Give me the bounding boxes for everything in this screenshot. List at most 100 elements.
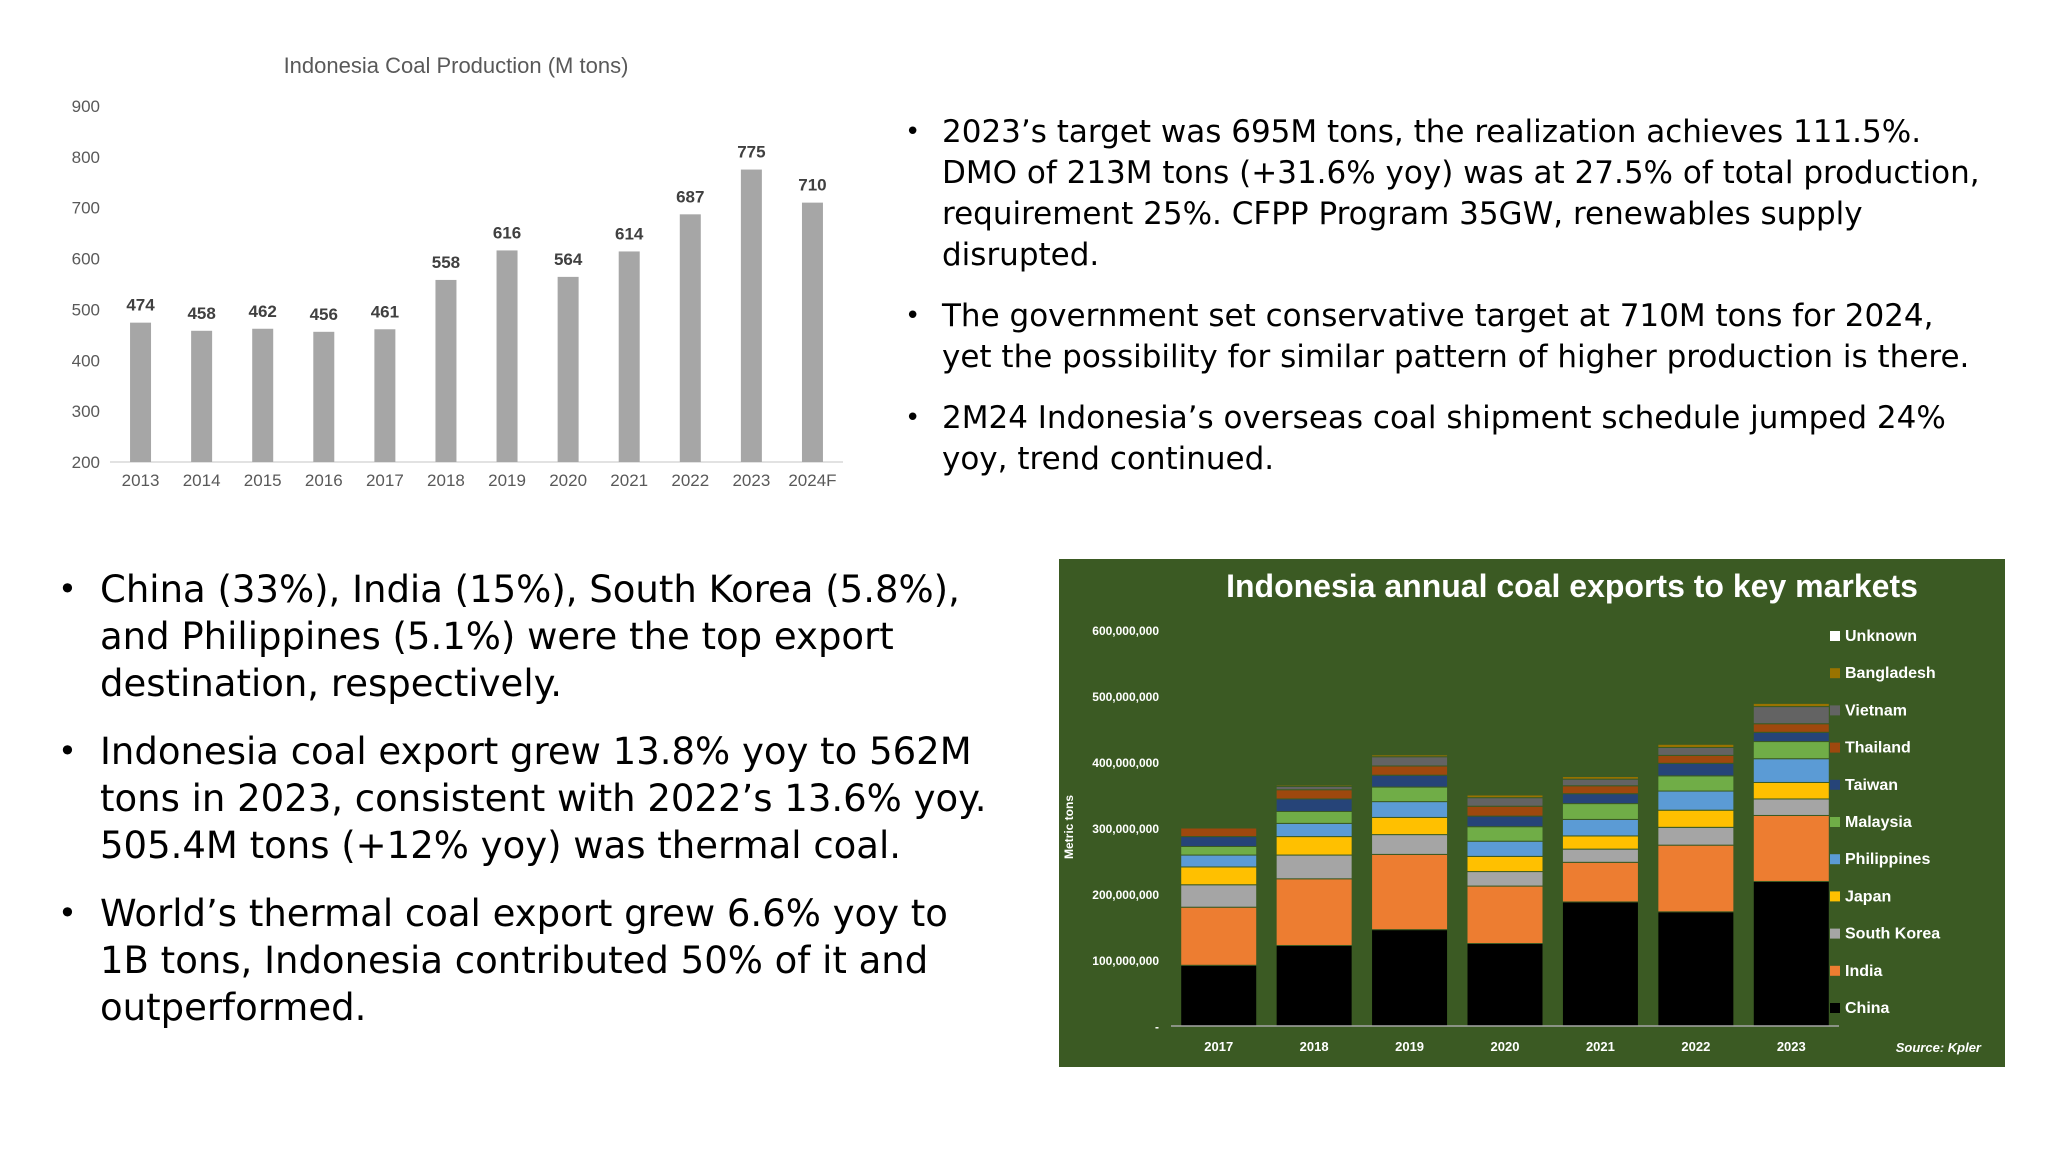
y-tick-label: 500 — [72, 300, 100, 319]
data-label: 474 — [126, 296, 155, 315]
production-bullets: 2023’s target was 695M tons, the realiza… — [905, 112, 1992, 500]
x-tick-label: 2020 — [1491, 1039, 1520, 1054]
stack-segment — [1561, 818, 1639, 837]
bar — [252, 328, 274, 462]
stack-segment — [1371, 765, 1449, 776]
stack-segment — [1466, 793, 1544, 796]
stack-segment — [1275, 854, 1353, 880]
bullet-item: 2023’s target was 695M tons, the realiza… — [905, 112, 1992, 276]
stack-segment — [1561, 775, 1639, 778]
x-tick-label: 2013 — [122, 471, 160, 490]
stack-segment — [1275, 944, 1353, 1027]
legend-label: Taiwan — [1845, 777, 1898, 794]
stack-segment — [1275, 784, 1353, 787]
legend-label: India — [1845, 963, 1882, 980]
stack-segment — [1466, 871, 1544, 887]
stack-segment — [1752, 880, 1830, 1027]
data-label: 687 — [676, 187, 704, 206]
bar — [740, 169, 762, 463]
stack-segment — [1180, 866, 1258, 886]
stack-segment — [1657, 743, 1735, 745]
stack-segment — [1561, 835, 1639, 850]
stack-segment — [1371, 756, 1449, 767]
bar — [557, 276, 579, 462]
x-tick-label: 2018 — [427, 471, 465, 490]
data-label: 616 — [493, 223, 521, 242]
chart-title: Indonesia Coal Production (M tons) — [284, 53, 629, 78]
x-tick-label: 2022 — [1681, 1039, 1710, 1054]
data-label: 461 — [371, 302, 399, 321]
data-label: 614 — [615, 224, 644, 243]
stack-segment — [1752, 741, 1830, 760]
y-tick-label: 400,000,000 — [1092, 756, 1159, 770]
stack-segment — [1561, 901, 1639, 1027]
stack-segment — [1657, 809, 1735, 828]
stack-segment — [1180, 906, 1258, 966]
bullet-item: 2M24 Indonesia’s overseas coal shipment … — [905, 398, 1992, 480]
stack-segment — [1180, 836, 1258, 847]
legend-label: Philippines — [1845, 851, 1930, 868]
y-tick-label: 600 — [72, 250, 100, 269]
stack-segment — [1466, 885, 1544, 944]
data-label: 458 — [187, 304, 215, 323]
x-tick-label: 2017 — [366, 471, 404, 490]
stack-segment — [1752, 731, 1830, 743]
bar — [679, 214, 701, 462]
legend-label: South Korea — [1845, 926, 1940, 943]
y-tick-label: 200 — [72, 453, 100, 472]
stack-segment — [1371, 853, 1449, 931]
x-tick-label: 2024F — [788, 471, 836, 490]
bullet-item: World’s thermal coal export grew 6.6% yo… — [58, 890, 1000, 1031]
stack-segment — [1371, 929, 1449, 1027]
bar — [130, 322, 152, 462]
y-tick-label: 200,000,000 — [1092, 888, 1159, 902]
bar — [374, 329, 396, 462]
legend-label: China — [1845, 1000, 1890, 1017]
stack-segment — [1752, 723, 1830, 733]
stack-segment — [1371, 801, 1449, 818]
bar — [313, 331, 335, 462]
data-label: 775 — [737, 143, 765, 162]
x-tick-label: 2016 — [305, 471, 343, 490]
stack-segment — [1561, 861, 1639, 903]
stack-segment — [1657, 754, 1735, 764]
data-label: 462 — [249, 302, 277, 321]
y-tick-label: 300 — [72, 402, 100, 421]
stack-segment — [1752, 702, 1830, 704]
x-tick-label: 2022 — [671, 471, 709, 490]
stack-segment — [1275, 878, 1353, 946]
x-tick-label: 2021 — [1586, 1039, 1615, 1054]
stack-segment — [1180, 845, 1258, 856]
x-tick-label: 2019 — [1395, 1039, 1424, 1054]
bar — [496, 250, 518, 462]
legend-swatch — [1830, 631, 1840, 641]
legend-label: Bangladesh — [1845, 665, 1936, 682]
y-tick-label: 400 — [72, 351, 100, 370]
stack-segment — [1275, 836, 1353, 856]
stack-segment — [1752, 798, 1830, 816]
stack-segment — [1371, 786, 1449, 803]
data-label: 558 — [432, 253, 460, 272]
bar — [618, 251, 640, 462]
legend-swatch — [1830, 854, 1840, 865]
y-tick-label: 900 — [72, 97, 100, 116]
legend-swatch — [1830, 817, 1840, 827]
bar — [191, 330, 213, 462]
stack-segment — [1657, 775, 1735, 792]
stack-segment — [1275, 789, 1353, 800]
stack-segment — [1752, 781, 1830, 800]
stack-segment — [1180, 884, 1258, 908]
stack-segment — [1657, 911, 1735, 1027]
y-axis-label: Metric tons — [1062, 795, 1076, 859]
legend-label: Malaysia — [1845, 814, 1912, 831]
stack-segment — [1561, 803, 1639, 820]
bar — [801, 202, 823, 462]
stack-segment — [1657, 746, 1735, 756]
legend-swatch — [1830, 1003, 1840, 1013]
stack-segment — [1561, 793, 1639, 805]
legend-swatch — [1830, 891, 1840, 902]
stack-segment — [1466, 797, 1544, 807]
coal-exports-chart: Indonesia annual coal exports to key mar… — [1059, 559, 2005, 1067]
stack-segment — [1657, 790, 1735, 811]
bullet-item: China (33%), India (15%), South Korea (5… — [58, 566, 1000, 707]
